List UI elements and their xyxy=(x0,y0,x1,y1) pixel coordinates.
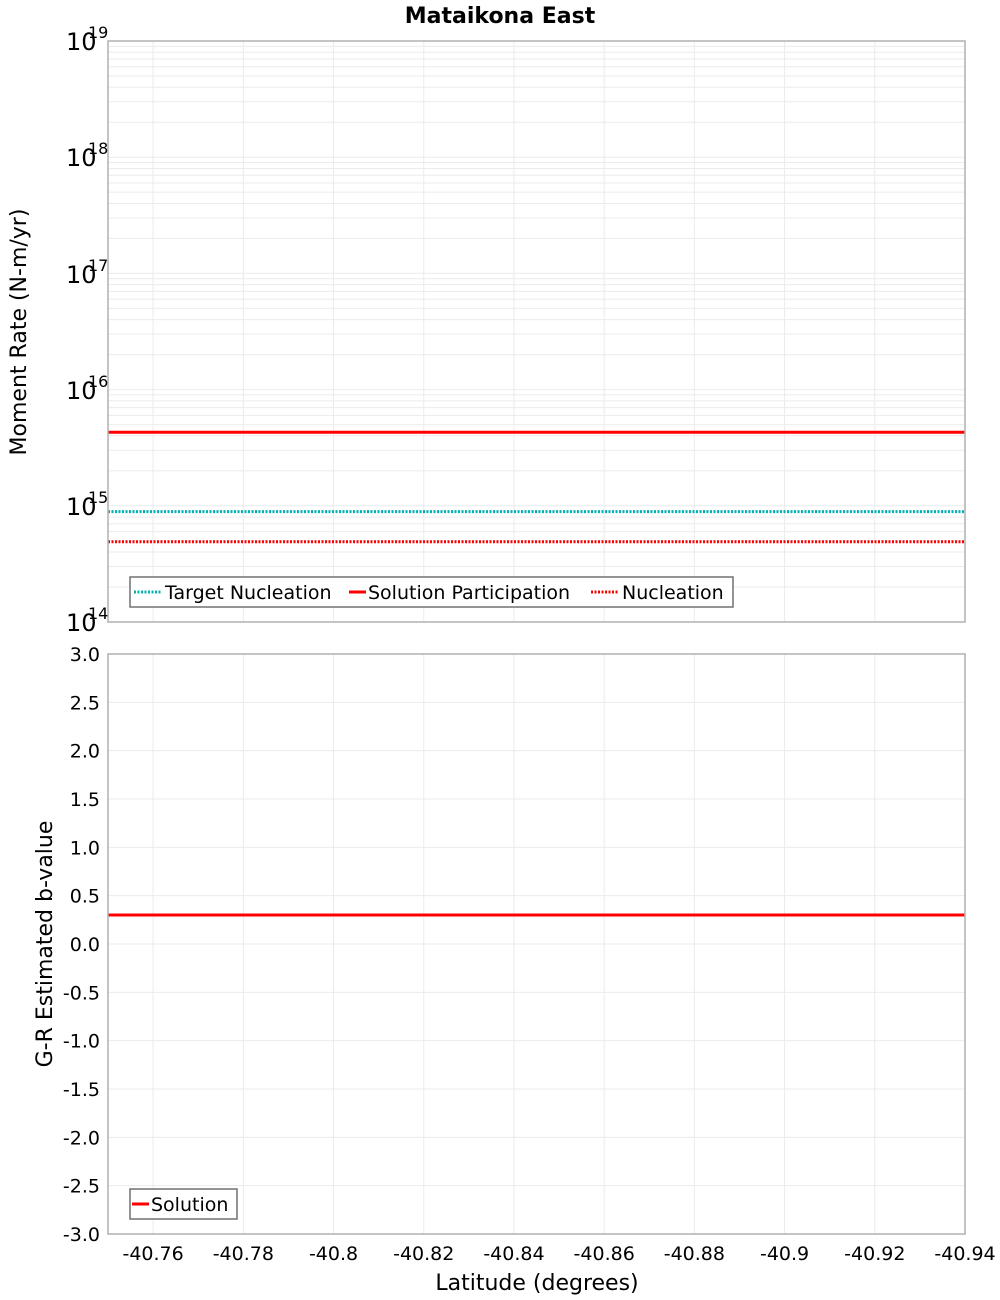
y-tick-1e19: 10 19 xyxy=(66,23,108,56)
bottom-plot-area xyxy=(108,654,965,1234)
x-tick-label: -40.82 xyxy=(393,1243,454,1265)
x-axis-label: Latitude (degrees) xyxy=(435,1271,638,1296)
y-tick-label: -3.0 xyxy=(63,1224,100,1246)
y-tick-label: 3.0 xyxy=(70,644,100,666)
x-tick-label: -40.8 xyxy=(309,1243,358,1265)
y-tick-label: 0.0 xyxy=(70,934,100,956)
svg-text:Solution Participation: Solution Participation xyxy=(368,582,570,604)
x-tick-label: -40.78 xyxy=(213,1243,274,1265)
x-tick-label: -40.88 xyxy=(664,1243,725,1265)
x-tick-label: -40.94 xyxy=(934,1243,995,1265)
svg-text:14: 14 xyxy=(88,604,108,623)
bottom-legend: Solution xyxy=(130,1189,237,1219)
y-tick-label: 2.5 xyxy=(70,692,100,714)
x-tick-label: -40.84 xyxy=(483,1243,544,1265)
x-tick-label: -40.76 xyxy=(122,1243,183,1265)
svg-text:15: 15 xyxy=(88,488,108,507)
svg-text:19: 19 xyxy=(88,23,108,42)
y-tick-label: 1.0 xyxy=(70,837,100,859)
x-tick-label: -40.86 xyxy=(574,1243,635,1265)
y-tick-label: -2.5 xyxy=(63,1176,100,1198)
y-tick-label: 0.5 xyxy=(70,886,100,908)
svg-text:Solution: Solution xyxy=(151,1194,228,1216)
x-tick-label: -40.92 xyxy=(844,1243,905,1265)
top-plot-area xyxy=(108,41,965,622)
y-tick-1e16: 10 16 xyxy=(66,372,108,405)
y-tick-label: 1.5 xyxy=(70,789,100,811)
y-tick-label: -1.0 xyxy=(63,1031,100,1053)
y-tick-label: -0.5 xyxy=(63,982,100,1004)
bottom-y-ticks: 3.0 2.5 2.0 1.5 1.0 0.5 0.0 -0.5 -1.0 -1.5 -2.0 -2.… xyxy=(63,644,100,1246)
x-tick-label: -40.9 xyxy=(760,1243,809,1265)
legend-item-solution-participation: Solution Participation xyxy=(349,582,570,604)
y-tick-1e15: 10 15 xyxy=(66,488,108,521)
y-tick-1e17: 10 17 xyxy=(66,256,108,289)
top-y-axis-label: Moment Rate (N-m/yr) xyxy=(7,209,32,456)
svg-text:Nucleation: Nucleation xyxy=(622,582,724,604)
y-tick-label: 2.0 xyxy=(70,741,100,763)
svg-text:16: 16 xyxy=(88,372,108,391)
top-y-ticks: 10 19 10 18 10 17 10 16 10 15 10 14 xyxy=(66,23,108,637)
svg-text:17: 17 xyxy=(88,256,108,275)
chart-title: Mataikona East xyxy=(405,4,596,29)
y-tick-1e18: 10 18 xyxy=(66,139,108,172)
y-tick-label: -2.0 xyxy=(63,1127,100,1149)
y-tick-1e14: 10 14 xyxy=(66,604,108,637)
top-legend: Target Nucleation Solution Participation… xyxy=(130,577,733,607)
svg-text:18: 18 xyxy=(88,139,108,158)
y-tick-label: -1.5 xyxy=(63,1079,100,1101)
svg-text:Target Nucleation: Target Nucleation xyxy=(164,582,332,604)
chart-canvas: Mataikona East 10 19 10 18 10 17 10 16 1… xyxy=(0,0,1000,1300)
bottom-x-ticks: -40.76 -40.78 -40.8 -40.82 -40.84 -40.86 -40.8… xyxy=(122,1243,995,1265)
bottom-y-axis-label: G-R Estimated b-value xyxy=(33,821,58,1068)
